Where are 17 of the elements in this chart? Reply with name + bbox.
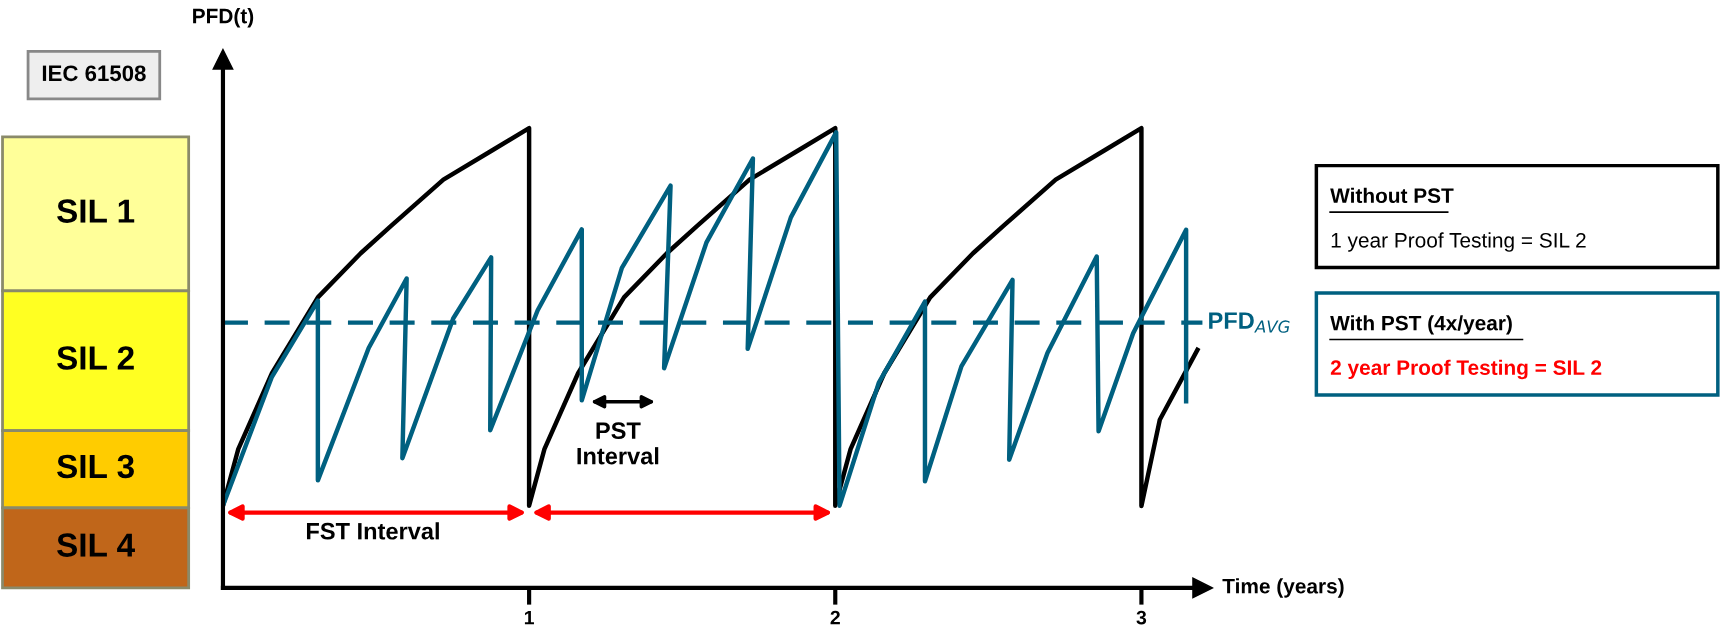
x-tick-label: 1 — [524, 610, 534, 625]
x-tick-label: 2 — [830, 610, 840, 625]
text: 1 year Proof Testing = SIL 2 — [1331, 232, 1586, 252]
text: With PST (4x/year) — [1330, 315, 1512, 335]
annotation: PST Interval — [577, 422, 659, 465]
y-axis-title: PFD(t) — [193, 8, 254, 28]
ref-line-label: PFD$_{AVG}$ — [1209, 312, 1290, 333]
text: 2 year Proof Testing = SIL 2 — [1330, 359, 1602, 380]
x-axis-title: Time (years) — [1222, 578, 1344, 598]
text: SIL 1 — [57, 199, 135, 223]
text: SIL 2 — [57, 346, 134, 370]
text: Without PST — [1330, 187, 1454, 204]
text: IEC 61508 — [42, 65, 146, 82]
text: SIL 3 — [57, 454, 134, 479]
annotation: FST Interval — [306, 522, 439, 540]
x-tick-label: 3 — [1136, 610, 1147, 625]
text: SIL 4 — [57, 533, 135, 557]
